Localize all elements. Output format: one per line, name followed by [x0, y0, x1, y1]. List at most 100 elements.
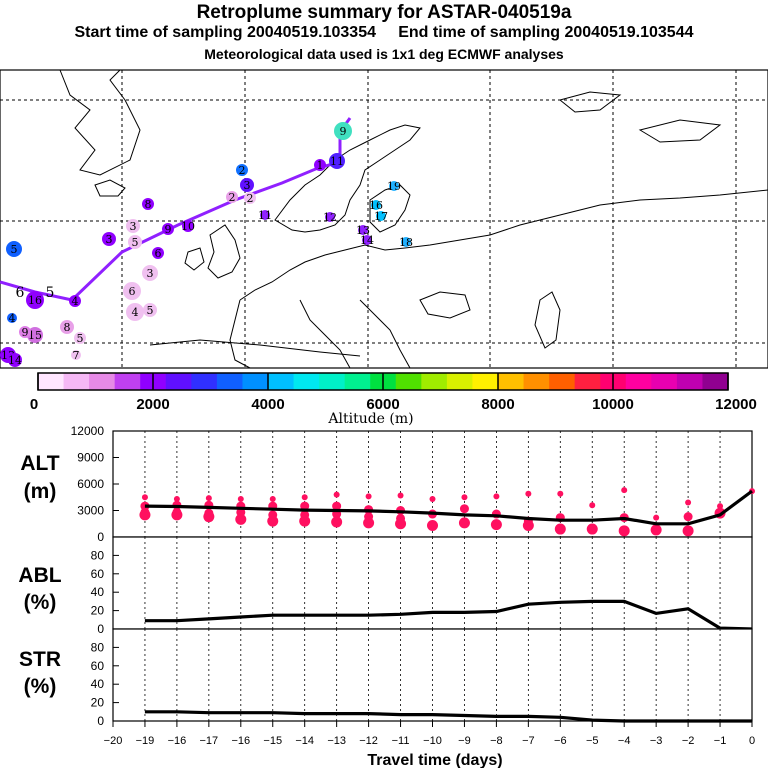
- colorbar-tick-label: 2000: [136, 396, 169, 413]
- cluster-marker: [128, 235, 142, 249]
- y-tick-label: 60: [91, 567, 105, 581]
- altitude-point: [458, 517, 470, 529]
- cluster-marker: [325, 212, 335, 222]
- cluster-marker-label: 3: [244, 179, 251, 192]
- cluster-marker: [236, 164, 248, 176]
- coastline-black-sea: [419, 291, 471, 319]
- colorbar-tick-label: 4000: [251, 396, 284, 413]
- y-axis-unit: (%): [24, 591, 57, 614]
- colorbar-tick-label: 8000: [481, 396, 514, 413]
- y-axis-unit: (m): [24, 480, 57, 503]
- cluster-marker: [152, 247, 164, 259]
- coastline-balkans: [359, 299, 411, 369]
- cluster-marker: [371, 200, 381, 210]
- altitude-point: [653, 514, 660, 521]
- x-tick-label: −2: [682, 735, 695, 747]
- y-tick-label: 3000: [77, 504, 104, 518]
- cluster-marker: [334, 122, 352, 140]
- coastline-iceland: [94, 179, 126, 197]
- y-tick-label: 80: [91, 640, 105, 654]
- y-tick-label: 20: [91, 696, 105, 710]
- x-tick-label: −16: [231, 735, 250, 747]
- x-tick-label: −12: [359, 735, 378, 747]
- cluster-marker: [126, 219, 140, 233]
- cluster-marker-label: 4: [132, 306, 139, 319]
- colorbar-swatch: [574, 373, 601, 390]
- altitude-point: [203, 511, 215, 523]
- cluster-marker: [142, 265, 158, 281]
- chart-title: Retroplume summary for ASTAR-040519a: [196, 2, 572, 23]
- colorbar-swatch: [89, 373, 116, 390]
- cluster-marker-label: 5: [147, 304, 154, 317]
- cluster-marker: [27, 327, 43, 343]
- altitude-point: [267, 515, 279, 527]
- cluster-marker-label: 3: [130, 220, 137, 233]
- altitude-point: [173, 496, 180, 503]
- x-tick-label: −17: [200, 735, 219, 747]
- altitude-point: [269, 496, 276, 503]
- cluster-marker-label: 15: [28, 329, 42, 342]
- cluster-marker: [358, 225, 368, 235]
- cluster-marker-label: 1: [317, 159, 324, 172]
- cluster-marker: [26, 291, 44, 309]
- start-time-label: Start time of sampling 20040519.103354: [74, 24, 377, 41]
- cluster-marker: [260, 210, 270, 220]
- cluster-marker-label: 17: [374, 210, 388, 223]
- altitude-point: [205, 495, 212, 502]
- x-tick-label: −20: [104, 735, 123, 747]
- y-tick-label: 6000: [77, 477, 104, 491]
- cluster-marker-label: 5: [46, 285, 55, 301]
- x-tick-label: −4: [618, 735, 631, 747]
- colorbar-swatch: [319, 373, 346, 390]
- y-tick-label: 40: [91, 585, 105, 599]
- cluster-marker-label: 13: [356, 224, 370, 237]
- cluster-marker: [314, 159, 326, 171]
- altitude-point: [682, 525, 694, 537]
- coastline-greenland: [59, 69, 141, 176]
- colorbar-tick-label: 10000: [592, 396, 634, 413]
- map-grid: [0, 70, 768, 368]
- colorbar-swatch: [293, 373, 320, 390]
- sampling-times: Start time of sampling 20040519.103354 E…: [0, 24, 768, 42]
- altitude-point: [493, 493, 500, 500]
- cluster-marker-label: 3: [106, 233, 113, 246]
- coastline-novaya-zemlya: [558, 91, 622, 113]
- x-tick-label: 0: [749, 735, 755, 747]
- coastline-caspian: [534, 291, 561, 349]
- altitude-point: [589, 502, 596, 509]
- x-tick-label: −14: [295, 735, 314, 747]
- cluster-marker-label: 18: [399, 236, 413, 249]
- met-data-label: Meteorological data used is 1x1 deg ECMW…: [204, 46, 564, 62]
- coastlines: [59, 69, 768, 369]
- cluster-marker: [126, 303, 144, 321]
- cluster-marker-label: 12: [323, 211, 337, 224]
- altitude-point: [621, 487, 628, 494]
- abl-series-line: [144, 599, 753, 631]
- altitude-point: [299, 515, 311, 527]
- colorbar-swatch: [549, 373, 576, 390]
- colorbar-swatch: [446, 373, 473, 390]
- colorbar-swatch: [498, 373, 525, 390]
- cluster-marker: [240, 178, 254, 192]
- colorbar-swatch: [114, 373, 141, 390]
- cluster-marker: [102, 232, 116, 246]
- cluster-marker-label: 2: [229, 191, 236, 204]
- altitude-point: [331, 516, 343, 528]
- colorbar-swatch: [523, 373, 550, 390]
- y-tick-label: 20: [91, 604, 105, 618]
- altitude-point: [235, 513, 247, 525]
- altitude-point: [301, 494, 308, 501]
- alt-series-line: [144, 489, 753, 526]
- str-series-line: [144, 710, 752, 723]
- cluster-marker: [362, 235, 372, 245]
- panel-frame-alt: [112, 430, 753, 538]
- colorbar-swatch: [472, 373, 499, 390]
- x-axis-title: Travel time (days): [367, 752, 502, 768]
- colorbar-tick-label: 6000: [366, 396, 399, 413]
- cluster-marker-label: 8: [64, 321, 71, 334]
- cluster-marker: [142, 198, 154, 210]
- cluster-marker-label: 9: [340, 125, 347, 138]
- cluster-marker-label: 2: [239, 164, 246, 177]
